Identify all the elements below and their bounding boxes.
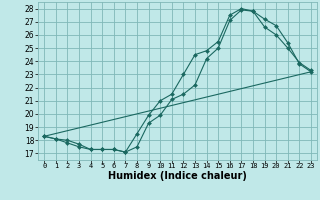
X-axis label: Humidex (Indice chaleur): Humidex (Indice chaleur) — [108, 171, 247, 181]
